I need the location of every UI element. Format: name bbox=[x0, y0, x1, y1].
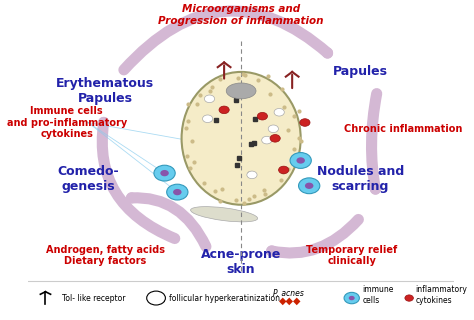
Text: Temporary relief
clinically: Temporary relief clinically bbox=[306, 244, 397, 266]
FancyArrowPatch shape bbox=[272, 220, 358, 253]
Text: ◆◆◆: ◆◆◆ bbox=[279, 296, 301, 306]
Text: Acne-prone
skin: Acne-prone skin bbox=[201, 248, 281, 276]
Circle shape bbox=[257, 112, 267, 120]
Circle shape bbox=[219, 106, 229, 114]
Circle shape bbox=[146, 291, 165, 305]
Circle shape bbox=[296, 157, 305, 164]
Text: immune
cells: immune cells bbox=[362, 285, 394, 305]
Circle shape bbox=[349, 296, 355, 300]
FancyArrowPatch shape bbox=[131, 198, 206, 246]
Ellipse shape bbox=[226, 83, 256, 99]
Circle shape bbox=[255, 153, 265, 161]
Text: Androgen, fatty acids
Dietary factors: Androgen, fatty acids Dietary factors bbox=[46, 244, 164, 266]
FancyArrowPatch shape bbox=[124, 11, 328, 70]
Circle shape bbox=[160, 170, 169, 176]
Text: Tol- like receptor: Tol- like receptor bbox=[63, 293, 126, 302]
Circle shape bbox=[167, 184, 188, 200]
Circle shape bbox=[299, 178, 320, 194]
Circle shape bbox=[215, 104, 225, 111]
FancyArrowPatch shape bbox=[102, 122, 175, 238]
Text: inflammatory
cytokines: inflammatory cytokines bbox=[416, 285, 467, 305]
Ellipse shape bbox=[191, 207, 258, 222]
Text: P. acnes: P. acnes bbox=[273, 289, 304, 298]
Circle shape bbox=[219, 111, 229, 119]
Circle shape bbox=[154, 165, 175, 181]
Circle shape bbox=[305, 183, 313, 189]
Text: Nodules and
scarring: Nodules and scarring bbox=[317, 165, 404, 194]
Text: Immune cells
and pro-inflammatory
cytokines: Immune cells and pro-inflammatory cytoki… bbox=[7, 106, 127, 139]
Circle shape bbox=[344, 292, 359, 304]
Text: Microorganisms and
Progression of inflammation: Microorganisms and Progression of inflam… bbox=[158, 4, 324, 26]
Circle shape bbox=[290, 153, 311, 168]
Text: Papules: Papules bbox=[333, 65, 388, 78]
Circle shape bbox=[270, 134, 280, 142]
Circle shape bbox=[300, 119, 310, 126]
Text: Comedо-
genesis: Comedо- genesis bbox=[57, 165, 119, 194]
Circle shape bbox=[405, 295, 413, 301]
Circle shape bbox=[279, 166, 289, 174]
Circle shape bbox=[251, 98, 261, 105]
Circle shape bbox=[234, 111, 245, 119]
Text: Erythematous
Papules: Erythematous Papules bbox=[56, 77, 154, 105]
Text: follicular hyperkeratinization: follicular hyperkeratinization bbox=[169, 293, 280, 302]
Circle shape bbox=[270, 141, 280, 148]
Text: Chronic inflammation: Chronic inflammation bbox=[344, 124, 462, 134]
Circle shape bbox=[173, 189, 182, 195]
Ellipse shape bbox=[182, 72, 301, 205]
FancyArrowPatch shape bbox=[372, 94, 377, 189]
